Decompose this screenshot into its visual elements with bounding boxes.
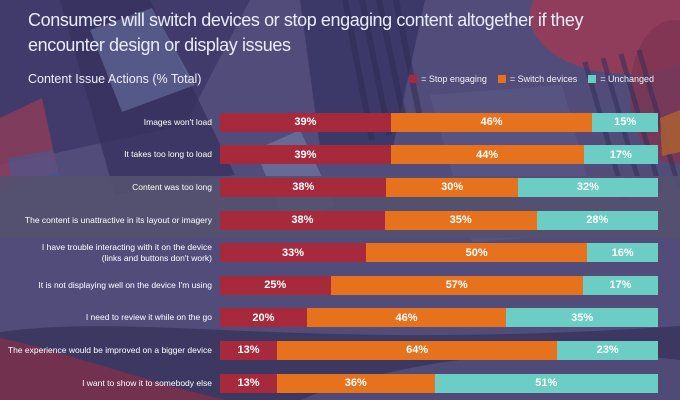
stacked-bar: 38% 35% 28% [220,210,658,230]
legend-item-stop-engaging: = Stop engaging [409,74,487,84]
bar-segment-stop-engaging: 33% [220,243,366,263]
bar-segment-switch-devices: 57% [330,275,583,295]
bar-segment-switch-devices: 35% [384,210,537,230]
bar-segment-unchanged: 17% [583,145,658,165]
category-label: I have trouble interacting with it on th… [41,241,212,263]
stacked-bar: 38% 30% 32% [220,177,658,197]
chart-row: I need to review it while on the go 20% 46… [0,302,658,335]
category-label: It takes too long to load [124,149,212,160]
legend-item-switch-devices: = Switch devices [497,74,578,84]
legend-label: = Stop engaging [421,74,487,84]
category-label: The experience would be improved on a bi… [7,344,212,355]
unchanged-swatch-icon [588,75,597,83]
category-label: Images won't load [143,116,212,127]
chart-row: The content is unattractive in its layou… [0,204,658,237]
chart-row: It takes too long to load 39% 44% 17% [0,139,658,172]
legend-label: = Switch devices [509,74,578,84]
bar-segment-switch-devices: 64% [276,340,558,360]
chart-row: Images won't load 39% 46% 15% [0,106,658,139]
bar-segment-stop-engaging: 39% [220,112,391,132]
bar-segment-unchanged: 28% [536,210,658,230]
chart-row: Content was too long 38% 30% 32% [0,171,658,204]
stacked-bar: 39% 46% 15% [220,112,658,132]
category-label: I want to show it to somebody else [82,377,212,388]
switch-devices-swatch-icon [497,75,506,83]
legend-label: = Unchanged [600,74,654,84]
bar-segment-stop-engaging: 38% [220,177,387,197]
stacked-bar: 20% 46% 35% [220,308,658,328]
bar-segment-unchanged: 32% [517,177,658,197]
bar-segment-unchanged: 35% [506,308,658,328]
category-label: I need to review it while on the go [85,312,212,323]
category-label: Content was too long [132,181,212,192]
stacked-bar: 25% 57% 17% [220,275,659,295]
category-label: The content is unattractive in its layou… [24,214,212,225]
stacked-bar: 13% 36% 51% [220,373,658,393]
chart-row: It is not displaying well on the device … [0,269,659,302]
stacked-bar-chart: Images won't load 39% 46% 15% It takes too l… [0,106,659,400]
bar-segment-stop-engaging: 25% [220,275,331,295]
bar-segment-switch-devices: 44% [390,145,584,165]
bar-segment-unchanged: 51% [434,373,658,393]
bar-segment-unchanged: 17% [582,275,659,295]
stacked-bar: 13% 64% 23% [220,340,658,360]
legend-item-unchanged: = Unchanged [588,74,654,84]
bar-segment-unchanged: 16% [587,243,658,263]
chart-row: I have trouble interacting with it on th… [0,236,658,269]
bar-segment-stop-engaging: 38% [220,210,385,230]
chart-row: The experience would be improved on a bi… [0,334,658,367]
bar-segment-stop-engaging: 20% [220,308,307,328]
bar-segment-stop-engaging: 39% [220,145,391,165]
legend: = Stop engaging = Switch devices = Uncha… [409,74,654,84]
bar-segment-switch-devices: 46% [306,308,507,328]
bar-segment-stop-engaging: 13% [220,340,277,360]
bar-segment-unchanged: 23% [557,340,658,360]
page-title: Consumers will switch devices or stop en… [28,10,584,55]
chart-row: I want to show it to somebody else 13% 36%… [0,367,658,400]
chart-subtitle: Content Issue Actions (% Total) [28,72,202,86]
bar-segment-stop-engaging: 13% [220,373,277,393]
bar-segment-switch-devices: 36% [276,373,435,393]
stacked-bar: 33% 50% 16% [220,243,658,263]
bar-segment-switch-devices: 50% [366,243,588,263]
chart-rows: Images won't load 39% 46% 15% It takes too l… [0,106,659,400]
stacked-bar: 39% 44% 17% [220,145,658,165]
category-label: It is not displaying well on the device … [38,279,212,290]
bar-segment-switch-devices: 30% [386,177,518,197]
bar-segment-unchanged: 15% [592,112,658,132]
stop-engaging-swatch-icon [409,75,418,83]
bar-segment-switch-devices: 46% [390,112,593,132]
